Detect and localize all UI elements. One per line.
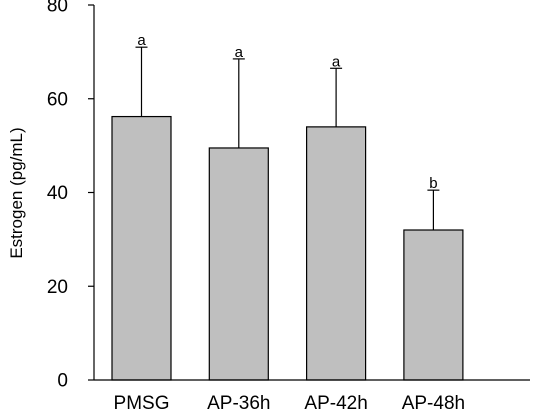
significance-letters: a a a b [137, 32, 437, 192]
x-tick-label: AP-36h [207, 393, 270, 411]
error-bars [135, 46, 440, 230]
x-tick-label: PMSG [114, 393, 170, 411]
y-tick-label: 80 [47, 0, 68, 17]
x-tick-label: AP-42h [304, 393, 367, 411]
y-tick-label: 0 [57, 371, 68, 392]
significance-letter: b [429, 175, 437, 192]
bar [403, 229, 464, 381]
y-tick-label: 20 [47, 277, 68, 298]
significance-letter: a [137, 32, 146, 49]
significance-letter: a [332, 53, 341, 70]
y-axis-title: Estrogen (pg/mL) [7, 127, 26, 258]
bar [306, 126, 367, 381]
significance-letter: a [235, 44, 244, 61]
bar [111, 115, 172, 381]
y-tick-label: 40 [47, 183, 68, 204]
bars [111, 115, 464, 381]
bar [208, 147, 269, 381]
y-axis: 0 20 40 60 80 [47, 0, 95, 392]
y-tick-label: 60 [47, 89, 68, 110]
x-tick-label: AP-48h [402, 393, 465, 411]
x-axis: PMSG AP-36h AP-42h AP-48h [94, 379, 530, 411]
